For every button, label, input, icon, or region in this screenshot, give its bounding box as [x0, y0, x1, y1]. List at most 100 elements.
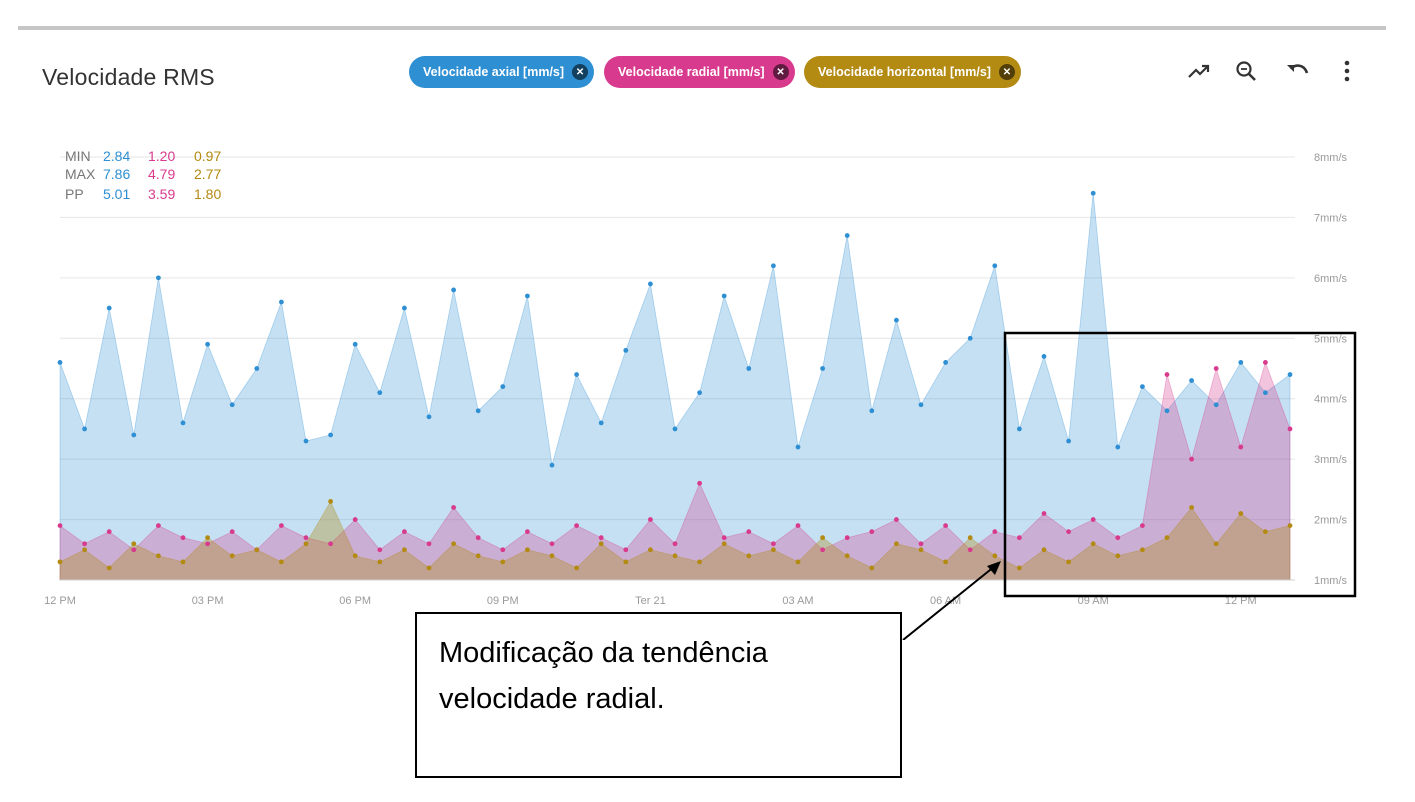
- data-point: [1164, 535, 1170, 541]
- data-point: [598, 420, 604, 426]
- data-point: [352, 553, 358, 559]
- x-tick-label: 12 PM: [1225, 595, 1257, 607]
- data-point: [1238, 444, 1244, 450]
- y-axis-ticks: 1mm/s 2mm/s 3mm/s 4mm/s 5mm/s 6mm/s 7mm/…: [1314, 152, 1348, 587]
- x-tick-label: 03 PM: [192, 595, 224, 607]
- data-point: [205, 541, 211, 547]
- series-areas: [59, 193, 1291, 581]
- data-point: [1140, 523, 1145, 529]
- data-point: [795, 444, 801, 450]
- annotation-line-1: Modificação da tendência: [439, 637, 768, 669]
- data-point: [549, 541, 555, 547]
- data-point: [844, 233, 850, 238]
- data-point: [549, 553, 555, 559]
- data-point: [967, 547, 973, 553]
- data-point: [795, 559, 801, 565]
- data-point: [1041, 511, 1047, 516]
- data-point: [721, 535, 727, 541]
- data-point: [648, 281, 653, 287]
- data-point: [943, 559, 948, 565]
- data-point: [844, 535, 850, 541]
- data-point: [1115, 444, 1121, 450]
- legend-chip-horizontal[interactable]: Velocidade horizontal [mm/s] ✕: [804, 56, 1021, 88]
- card-top-border: [18, 26, 1386, 30]
- data-point: [328, 499, 333, 504]
- data-point: [328, 541, 333, 547]
- stat-label: MIN: [65, 148, 91, 164]
- data-point: [1213, 402, 1219, 408]
- data-point: [131, 541, 137, 547]
- remove-icon[interactable]: ✕: [998, 64, 1015, 80]
- data-point: [820, 366, 825, 371]
- data-point: [894, 541, 899, 547]
- data-point: [475, 408, 481, 414]
- data-point: [402, 305, 407, 311]
- x-tick-label: 09 PM: [487, 595, 519, 607]
- data-point: [525, 529, 530, 535]
- data-point: [648, 547, 653, 553]
- annotation-arrowhead: [987, 561, 1001, 575]
- data-point: [500, 547, 506, 553]
- data-point: [1140, 547, 1145, 553]
- y-tick-label: 4mm/s: [1314, 394, 1348, 406]
- annotation-text: Modificação da tendência velocidade radi…: [439, 630, 879, 722]
- data-point: [525, 547, 530, 553]
- data-point: [377, 390, 383, 396]
- trend-icon[interactable]: [1184, 56, 1214, 86]
- data-point: [180, 420, 186, 426]
- data-point: [426, 414, 432, 420]
- data-point: [131, 547, 137, 553]
- data-point: [1189, 505, 1194, 510]
- data-point: [1263, 529, 1268, 535]
- legend-chip-radial[interactable]: Velocidade radial [mm/s] ✕: [604, 56, 795, 88]
- data-point: [180, 535, 186, 541]
- more-vert-icon[interactable]: [1332, 56, 1362, 86]
- stat-label: PP: [65, 186, 84, 202]
- x-tick-label: 12 PM: [44, 595, 76, 607]
- data-point: [1140, 384, 1145, 390]
- data-point: [967, 535, 973, 541]
- data-point: [352, 341, 358, 347]
- data-point: [279, 523, 284, 529]
- data-point: [1287, 372, 1293, 377]
- data-point: [156, 553, 161, 559]
- data-point: [894, 517, 899, 522]
- data-point: [894, 317, 899, 323]
- x-tick-label: Ter 21: [635, 595, 666, 607]
- data-point: [820, 547, 825, 553]
- chart-card: Velocidade RMS Velocidade axial [mm/s] ✕…: [18, 26, 1386, 626]
- data-point: [869, 565, 875, 571]
- remove-icon[interactable]: ✕: [772, 64, 789, 80]
- data-point: [229, 529, 235, 535]
- data-point: [303, 438, 309, 444]
- stats-readout: MIN MAX PP 2.84 7.86 5.01 1.20 4.79 3.59…: [65, 148, 221, 202]
- data-point: [180, 559, 186, 565]
- data-point: [402, 529, 407, 535]
- data-point: [279, 299, 284, 305]
- legend-chip-axial[interactable]: Velocidade axial [mm/s] ✕: [409, 56, 595, 88]
- series-points: [57, 190, 1293, 571]
- data-point: [943, 360, 948, 365]
- data-point: [746, 529, 752, 535]
- data-point: [1164, 408, 1170, 414]
- stat-value-horizontal: 0.97: [194, 148, 221, 164]
- data-point: [771, 541, 776, 547]
- chart-svg: 1mm/s 2mm/s 3mm/s 4mm/s 5mm/s 6mm/s 7mm/…: [44, 148, 1357, 640]
- data-point: [1017, 565, 1022, 571]
- data-point: [992, 263, 998, 269]
- data-point: [623, 559, 629, 565]
- y-tick-label: 2mm/s: [1314, 515, 1348, 527]
- data-point: [574, 565, 579, 571]
- data-point: [1189, 456, 1194, 462]
- zoom-icon[interactable]: [1231, 56, 1261, 86]
- data-point: [57, 523, 63, 529]
- data-point: [598, 541, 604, 547]
- data-point: [1213, 541, 1219, 547]
- data-point: [574, 523, 579, 529]
- undo-icon[interactable]: [1283, 56, 1313, 86]
- y-tick-label: 6mm/s: [1314, 273, 1348, 285]
- data-point: [303, 541, 309, 547]
- series-area-0: [59, 193, 1291, 581]
- data-point: [672, 553, 678, 559]
- remove-icon[interactable]: ✕: [572, 64, 589, 80]
